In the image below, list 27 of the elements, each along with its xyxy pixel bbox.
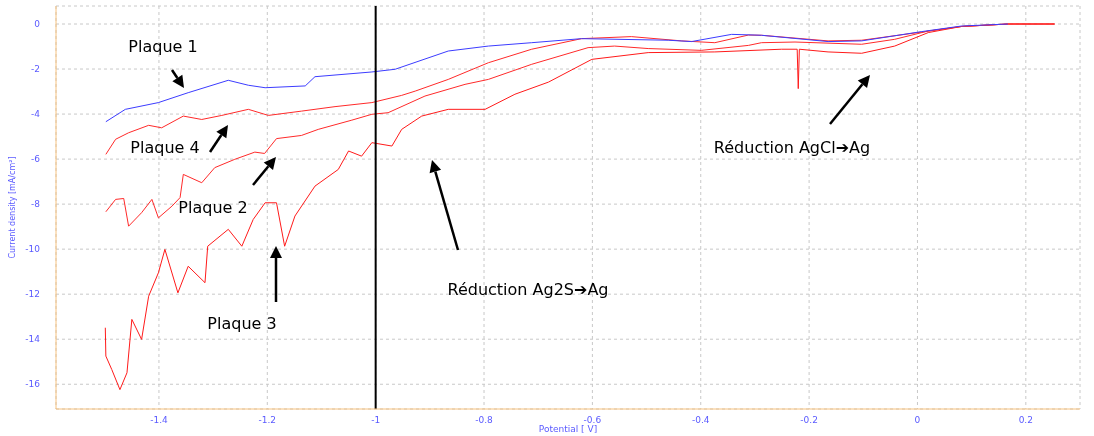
annotation: Réduction Ag2S➔Ag xyxy=(447,279,609,299)
annotation: Plaque 4 xyxy=(130,137,200,157)
x-tick-label: -0.2 xyxy=(800,415,818,426)
annotation: Plaque 1 xyxy=(128,36,198,56)
y-tick-label: -12 xyxy=(25,289,40,300)
y-tick-label: -4 xyxy=(31,109,41,120)
x-axis-title: Potential [ V] xyxy=(538,424,598,434)
y-tick-label: -10 xyxy=(25,244,41,255)
y-tick-label: 0 xyxy=(34,19,41,30)
x-tick-label: -0.4 xyxy=(691,415,710,426)
x-tick-label: -0.8 xyxy=(475,415,494,426)
x-tick-label: -1 xyxy=(371,415,381,426)
line-series xyxy=(105,23,1009,123)
y-tick-label: -2 xyxy=(31,64,40,75)
annotation: Plaque 3 xyxy=(207,313,277,333)
y-tick-label: -16 xyxy=(25,379,41,390)
x-tick-label: -0.6 xyxy=(583,415,602,426)
x-tick-label: -1.2 xyxy=(258,415,277,426)
x-tick-label: 0 xyxy=(914,415,921,426)
y-tick-label: -8 xyxy=(31,199,41,210)
y-tick-label: -6 xyxy=(31,154,41,165)
x-tick-label: -1.4 xyxy=(150,415,168,426)
x-tick-label: 0.2 xyxy=(1018,415,1033,426)
annotation: Plaque 2 xyxy=(178,197,248,217)
y-tick-label: -14 xyxy=(25,334,41,345)
y-axis-title: Current density [mA/cm²] xyxy=(7,156,17,259)
annotation: Réduction AgCl➔Ag xyxy=(713,137,871,157)
